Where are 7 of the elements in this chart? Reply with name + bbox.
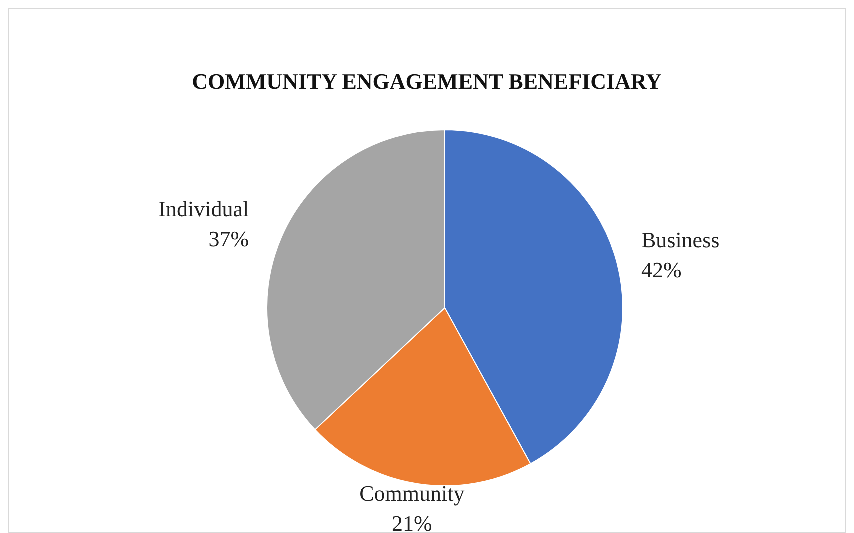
data-label: 42%: [641, 257, 682, 282]
slice-label: Community: [360, 480, 465, 506]
slice-label: Business: [641, 227, 720, 252]
slice-label: Individual: [158, 196, 250, 222]
chart-title: COMMUNITY ENGAGEMENT BENEFICIARY: [191, 69, 663, 95]
data-label: 37%: [208, 226, 250, 252]
data-label: 21%: [392, 510, 432, 533]
